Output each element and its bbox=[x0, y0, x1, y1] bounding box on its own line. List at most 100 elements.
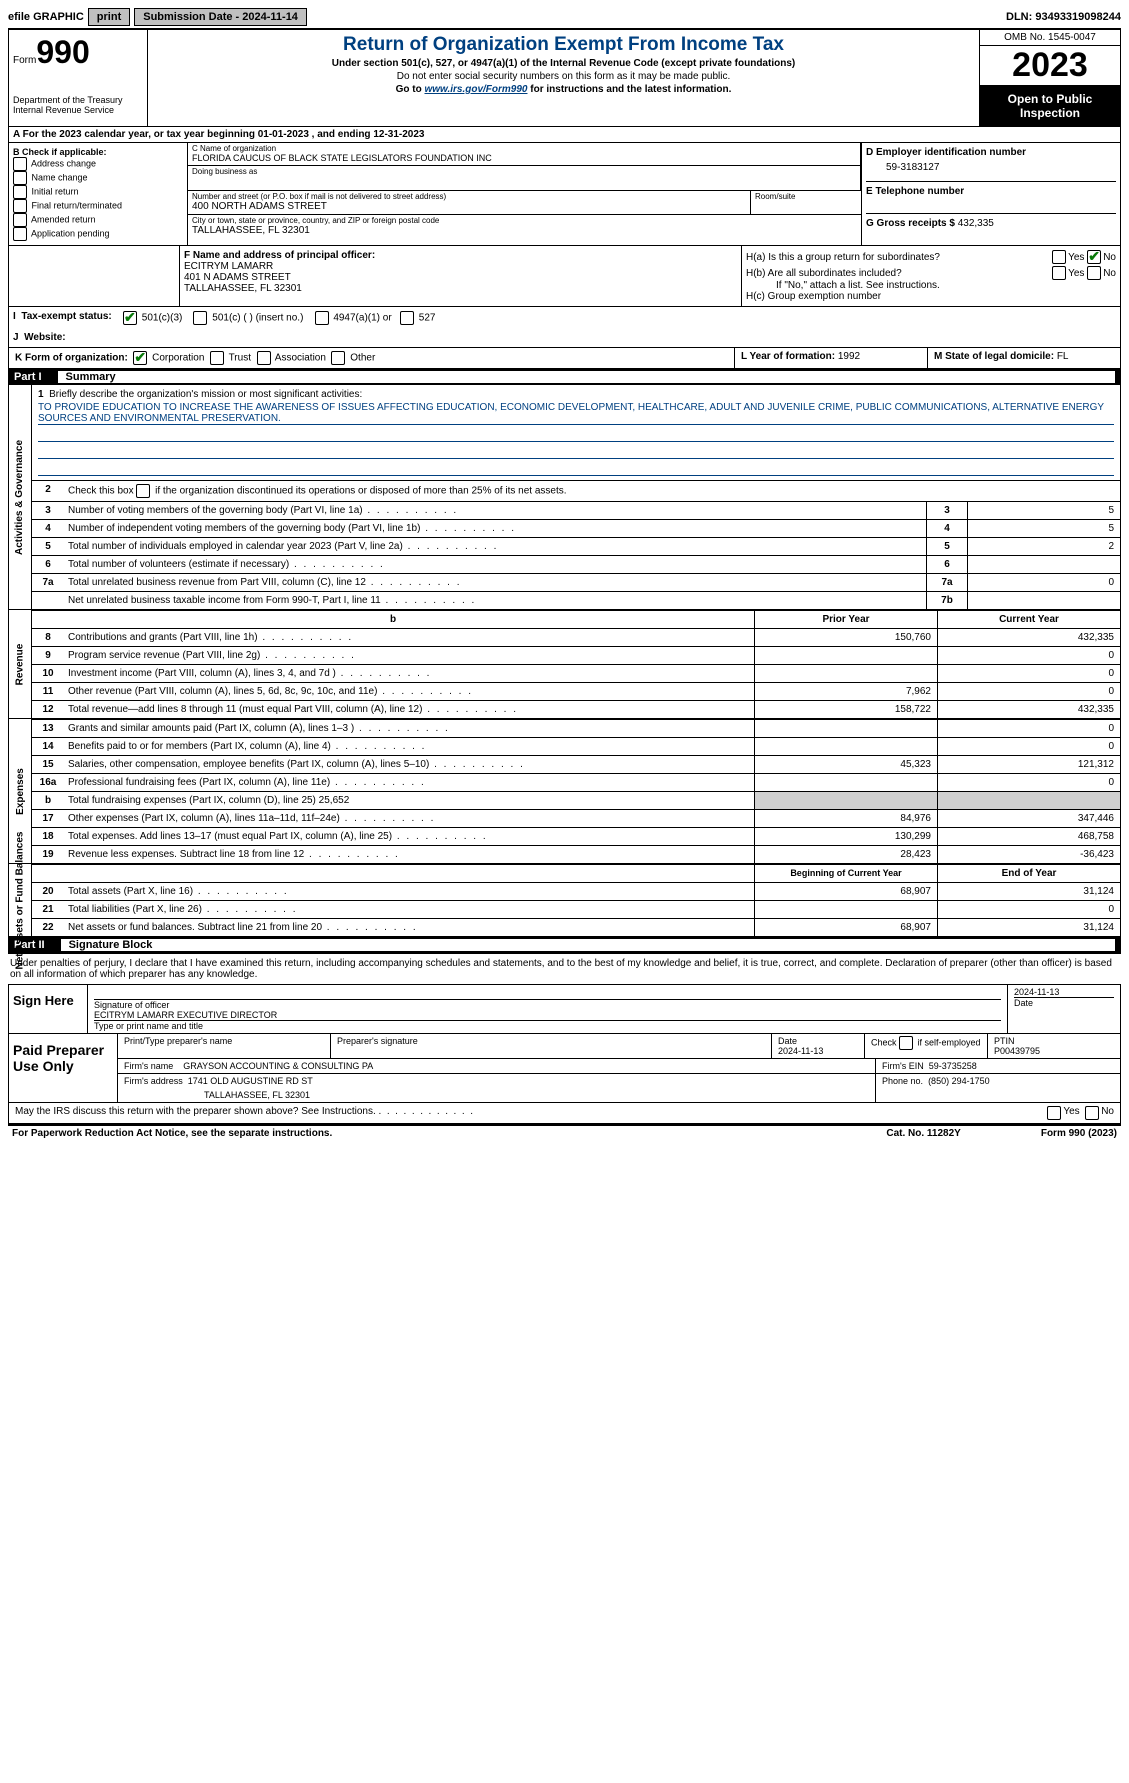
self-employed-checkbox[interactable] bbox=[899, 1036, 913, 1050]
domicile-value: FL bbox=[1057, 351, 1069, 362]
paid-preparer-label: Paid Preparer Use Only bbox=[9, 1034, 118, 1102]
part-1-label: Part I bbox=[14, 371, 62, 383]
dba-value bbox=[188, 176, 860, 190]
table-row: 8Contributions and grants (Part VIII, li… bbox=[32, 628, 1120, 646]
firm-ein-value: 59-3735258 bbox=[929, 1061, 977, 1071]
501c3-checkbox[interactable] bbox=[123, 311, 137, 325]
mission-text: TO PROVIDE EDUCATION TO INCREASE THE AWA… bbox=[38, 402, 1114, 425]
h-b-no-checkbox[interactable] bbox=[1087, 266, 1101, 280]
street-label: Number and street (or P.O. box if mail i… bbox=[188, 191, 750, 201]
box-h: H(a) Is this a group return for subordin… bbox=[741, 246, 1120, 306]
firm-city-value: TALLAHASSEE, FL 32301 bbox=[124, 1086, 869, 1100]
officer-sig-name: ECITRYM LAMARR EXECUTIVE DIRECTOR bbox=[94, 1010, 1001, 1020]
line-text: Other revenue (Part VIII, column (A), li… bbox=[64, 683, 754, 700]
city-value: TALLAHASSEE, FL 32301 bbox=[188, 225, 861, 238]
perjury-statement: Under penalties of perjury, I declare th… bbox=[8, 953, 1121, 984]
prior-year-value bbox=[754, 720, 937, 737]
box-b: B Check if applicable: Address change Na… bbox=[9, 143, 188, 245]
header-sub2: Do not enter social security numbers on … bbox=[152, 71, 975, 82]
page-footer: For Paperwork Reduction Act Notice, see … bbox=[8, 1124, 1121, 1141]
prior-year-value: 84,976 bbox=[754, 810, 937, 827]
box-b-checkbox[interactable] bbox=[13, 185, 27, 199]
instructions-link[interactable]: www.irs.gov/Form990 bbox=[424, 84, 527, 95]
other-checkbox[interactable] bbox=[331, 351, 345, 365]
officer-label: F Name and address of principal officer: bbox=[184, 250, 737, 261]
current-year-value: 0 bbox=[937, 720, 1120, 737]
corporation-checkbox[interactable] bbox=[133, 351, 147, 365]
website-label: Website: bbox=[24, 332, 66, 343]
501c-checkbox[interactable] bbox=[193, 311, 207, 325]
gross-receipts-value: 432,335 bbox=[958, 218, 994, 229]
irs-label: Internal Revenue Service bbox=[13, 105, 143, 115]
ein-value: 59-3183127 bbox=[866, 158, 1116, 181]
h-a-yes-checkbox[interactable] bbox=[1052, 250, 1066, 264]
ptin-value: P00439795 bbox=[994, 1046, 1040, 1056]
officer-addr1: 401 N ADAMS STREET bbox=[184, 272, 737, 283]
print-button[interactable]: print bbox=[88, 8, 130, 26]
table-row: 18Total expenses. Add lines 13–17 (must … bbox=[32, 827, 1120, 845]
dba-label: Doing business as bbox=[188, 166, 860, 176]
prior-year-value: 68,907 bbox=[754, 919, 937, 936]
line-text: Benefits paid to or for members (Part IX… bbox=[64, 738, 754, 755]
irs-discuss-yes-checkbox[interactable] bbox=[1047, 1106, 1061, 1120]
table-row: 17Other expenses (Part IX, column (A), l… bbox=[32, 809, 1120, 827]
catalog-number: Cat. No. 11282Y bbox=[886, 1128, 960, 1139]
part-2-title: Signature Block bbox=[61, 939, 1115, 951]
part-1-expenses: Expenses 13Grants and similar amounts pa… bbox=[8, 719, 1121, 864]
table-row: 10Investment income (Part VIII, column (… bbox=[32, 664, 1120, 682]
header-sub1: Under section 501(c), 527, or 4947(a)(1)… bbox=[152, 58, 975, 69]
table-row: 19Revenue less expenses. Subtract line 1… bbox=[32, 845, 1120, 863]
box-b-checkbox[interactable] bbox=[13, 171, 27, 185]
sig-date-value: 2024-11-13 bbox=[1014, 987, 1114, 997]
row-k-l-m: K Form of organization: Corporation Trus… bbox=[8, 348, 1121, 369]
line-6-text: Total number of volunteers (estimate if … bbox=[64, 556, 926, 573]
officer-addr2: TALLAHASSEE, FL 32301 bbox=[184, 283, 737, 294]
h-a-no-checkbox[interactable] bbox=[1087, 250, 1101, 264]
part-1-ag: Activities & Governance 1 Briefly descri… bbox=[8, 385, 1121, 610]
line-text: Total revenue—add lines 8 through 11 (mu… bbox=[64, 701, 754, 718]
current-year-value: 121,312 bbox=[937, 756, 1120, 773]
h-b-note: If "No," attach a list. See instructions… bbox=[746, 280, 1116, 291]
box-b-checkbox[interactable] bbox=[13, 199, 27, 213]
form-number: 990 bbox=[36, 34, 89, 70]
form-header: Form990 Department of the Treasury Inter… bbox=[8, 28, 1121, 127]
table-row: bTotal fundraising expenses (Part IX, co… bbox=[32, 791, 1120, 809]
trust-checkbox[interactable] bbox=[210, 351, 224, 365]
org-name: FLORIDA CAUCUS OF BLACK STATE LEGISLATOR… bbox=[188, 153, 860, 165]
box-c: C Name of organization FLORIDA CAUCUS OF… bbox=[188, 143, 862, 245]
preparer-sig-label: Preparer's signature bbox=[331, 1034, 772, 1058]
sig-date-label: Date bbox=[1014, 997, 1114, 1008]
line-7b-value bbox=[967, 592, 1120, 609]
part-1-net-assets: Net Assets or Fund Balances Beginning of… bbox=[8, 864, 1121, 937]
527-checkbox[interactable] bbox=[400, 311, 414, 325]
formation-label: L Year of formation: bbox=[741, 351, 835, 362]
box-b-checkbox[interactable] bbox=[13, 227, 27, 241]
pra-notice: For Paperwork Reduction Act Notice, see … bbox=[12, 1128, 332, 1139]
line-2-checkbox[interactable] bbox=[136, 484, 150, 498]
box-b-checkbox[interactable] bbox=[13, 213, 27, 227]
4947-checkbox[interactable] bbox=[315, 311, 329, 325]
line-4-text: Number of independent voting members of … bbox=[64, 520, 926, 537]
irs-discuss-no-checkbox[interactable] bbox=[1085, 1106, 1099, 1120]
line-1-label: Briefly describe the organization's miss… bbox=[49, 389, 362, 400]
box-b-label: B Check if applicable: bbox=[13, 147, 183, 157]
suite-value bbox=[751, 201, 861, 203]
city-label: City or town, state or province, country… bbox=[188, 215, 861, 225]
box-b-checkbox[interactable] bbox=[13, 157, 27, 171]
h-b-yes-checkbox[interactable] bbox=[1052, 266, 1066, 280]
prior-year-value: 7,962 bbox=[754, 683, 937, 700]
association-checkbox[interactable] bbox=[257, 351, 271, 365]
line-text: Contributions and grants (Part VIII, lin… bbox=[64, 629, 754, 646]
firm-addr-value: 1741 OLD AUGUSTINE RD ST bbox=[188, 1076, 313, 1086]
org-name-label: C Name of organization bbox=[188, 143, 860, 153]
tab-revenue: Revenue bbox=[9, 610, 32, 718]
header-left: Form990 Department of the Treasury Inter… bbox=[9, 30, 148, 126]
ein-label: D Employer identification number bbox=[866, 147, 1116, 158]
line-3-text: Number of voting members of the governin… bbox=[64, 502, 926, 519]
line-5-value: 2 bbox=[967, 538, 1120, 555]
box-b-option: Application pending bbox=[13, 227, 183, 241]
end-year-header: End of Year bbox=[937, 865, 1120, 882]
box-b-option: Final return/terminated bbox=[13, 199, 183, 213]
dept-label: Department of the Treasury bbox=[13, 95, 143, 105]
submission-date-button[interactable]: Submission Date - 2024-11-14 bbox=[134, 8, 307, 26]
